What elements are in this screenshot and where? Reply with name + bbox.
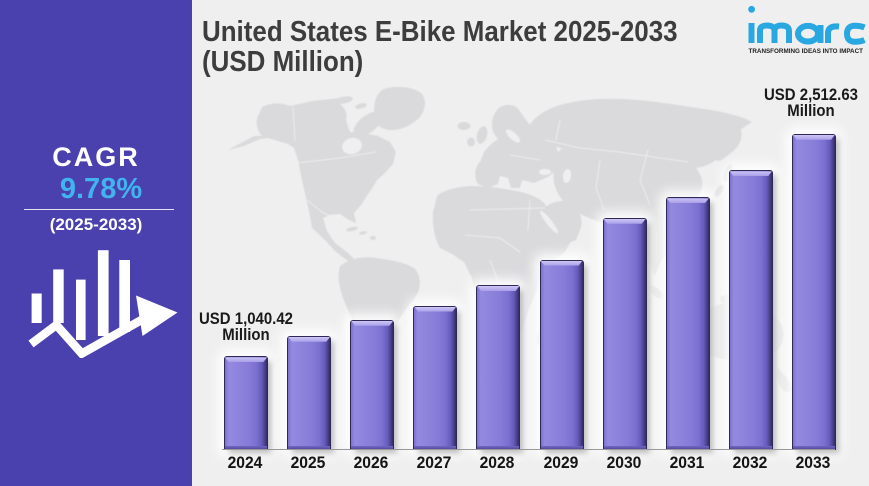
svg-text:TRANSFORMING IDEAS INTO IMPACT: TRANSFORMING IDEAS INTO IMPACT — [749, 48, 864, 55]
